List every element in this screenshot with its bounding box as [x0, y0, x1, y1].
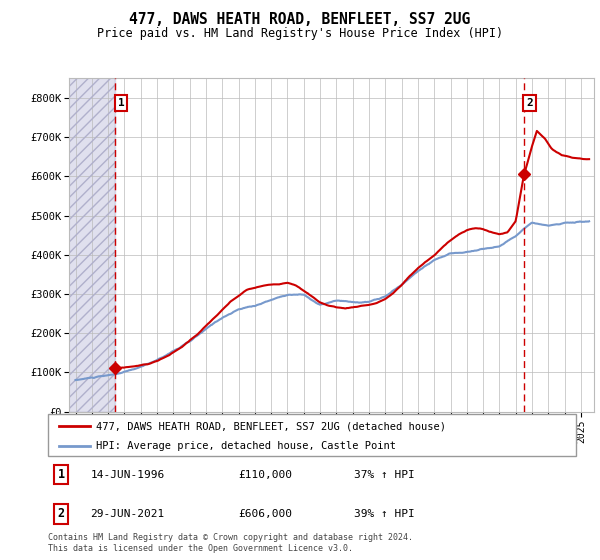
Bar [69, 78, 115, 412]
Text: Contains HM Land Registry data © Crown copyright and database right 2024.
This d: Contains HM Land Registry data © Crown c… [48, 533, 413, 553]
Text: 477, DAWS HEATH ROAD, BENFLEET, SS7 2UG (detached house): 477, DAWS HEATH ROAD, BENFLEET, SS7 2UG … [95, 421, 446, 431]
Text: 14-JUN-1996: 14-JUN-1996 [90, 470, 164, 479]
Text: 37% ↑ HPI: 37% ↑ HPI [354, 470, 415, 479]
Text: HPI: Average price, detached house, Castle Point: HPI: Average price, detached house, Cast… [95, 441, 395, 451]
Text: 39% ↑ HPI: 39% ↑ HPI [354, 509, 415, 519]
Text: 477, DAWS HEATH ROAD, BENFLEET, SS7 2UG: 477, DAWS HEATH ROAD, BENFLEET, SS7 2UG [130, 12, 470, 27]
Text: 1: 1 [118, 98, 125, 108]
Text: 2: 2 [526, 98, 533, 108]
Text: Price paid vs. HM Land Registry's House Price Index (HPI): Price paid vs. HM Land Registry's House … [97, 27, 503, 40]
Text: 2: 2 [58, 507, 65, 520]
Text: 1: 1 [58, 468, 65, 481]
Text: £606,000: £606,000 [238, 509, 292, 519]
Text: £110,000: £110,000 [238, 470, 292, 479]
FancyBboxPatch shape [48, 414, 576, 456]
Text: 29-JUN-2021: 29-JUN-2021 [90, 509, 164, 519]
Bar [69, 78, 115, 412]
